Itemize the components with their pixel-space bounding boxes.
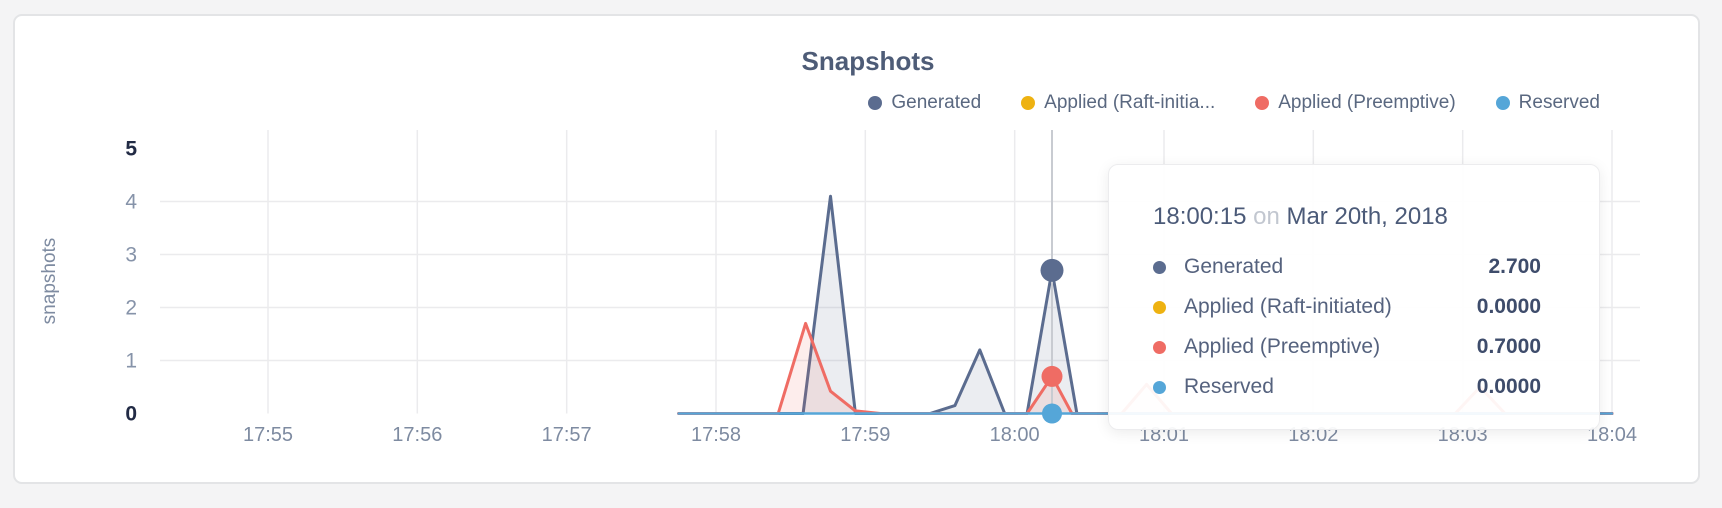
tooltip-rows: Generated 2.700 Applied (Raft-initiated) 0.… [1153,247,1541,407]
tooltip-series-label: Applied (Preemptive) [1184,335,1381,358]
x-tick-label: 17:59 [840,424,890,446]
y-tick-label: 0 [125,403,137,426]
legend-item-label: Applied (Preemptive) [1278,92,1456,113]
tooltip-time: 18:00:15 [1153,203,1247,230]
y-tick-label: 3 [125,244,137,267]
legend-item-label: Reserved [1518,92,1600,113]
highlight-dot-generated [1040,258,1064,282]
tooltip-row-applied-preemptive: Applied (Preemptive) 0.7000 [1153,327,1541,367]
tooltip-series-dot-icon [1153,340,1166,354]
tooltip-series-value: 0.0000 [1476,375,1541,398]
tooltip-connector: on [1253,203,1280,230]
x-tick-label: 18:04 [1587,424,1637,446]
highlight-dot-applied-preemptive [1041,365,1063,387]
legend-item-applied-preemptive[interactable]: Applied (Preemptive) [1255,92,1456,114]
y-axis-title: snapshots [39,238,60,325]
tooltip-series-dot-icon [1153,300,1166,314]
tooltip-series-label: Generated [1184,255,1284,278]
legend-dot-icon [1495,96,1510,110]
legend-item-reserved[interactable]: Reserved [1495,92,1600,114]
tooltip-series-label: Applied (Raft-initiated) [1184,295,1392,318]
tooltip-row-applied-raft-initiated: Applied (Raft-initiated) 0.0000 [1153,287,1541,327]
series-line-generated [677,194,1614,415]
tooltip-series-label: Reserved [1184,375,1274,398]
tooltip-date: Mar 20th, 2018 [1286,203,1448,230]
tooltip-row-reserved: Reserved 0.0000 [1153,367,1541,407]
y-tick-label: 5 [125,138,137,161]
x-tick-label: 17:55 [243,424,293,446]
x-tick-label: 18:00 [990,424,1040,446]
tooltip-series-dot-icon [1153,380,1166,394]
x-tick-label: 17:56 [392,424,442,446]
tooltip-header: 18:00:15 on Mar 20th, 2018 [1153,201,1541,233]
y-tick-label: 2 [125,297,137,320]
legend-dot-icon [1021,96,1036,110]
legend-dot-icon [1255,96,1270,110]
chart-tooltip: 18:00:15 on Mar 20th, 2018 Generated 2.70… [1108,164,1600,430]
tooltip-series-value: 0.7000 [1476,335,1541,358]
y-tick-label: 4 [125,191,137,214]
y-tick-label: 1 [125,350,137,373]
x-tick-label: 17:58 [691,424,741,446]
tooltip-series-dot-icon [1153,260,1166,274]
legend-item-generated[interactable]: Generated [868,92,981,114]
tooltip-row-generated: Generated 2.700 [1153,247,1541,287]
chart-title: Snapshots [801,46,935,76]
x-tick-label: 17:57 [542,424,592,446]
chart-legend: Generated Applied (Raft-initia... Applied … [868,92,1600,114]
highlight-dot-reserved [1042,403,1063,424]
legend-dot-icon [868,96,883,110]
legend-item-applied-raft-initia[interactable]: Applied (Raft-initia... [1021,92,1215,114]
legend-item-label: Applied (Raft-initia... [1044,92,1216,113]
tooltip-series-value: 0.0000 [1476,295,1541,318]
legend-item-label: Generated [891,92,982,113]
tooltip-series-value: 2.700 [1488,255,1541,278]
